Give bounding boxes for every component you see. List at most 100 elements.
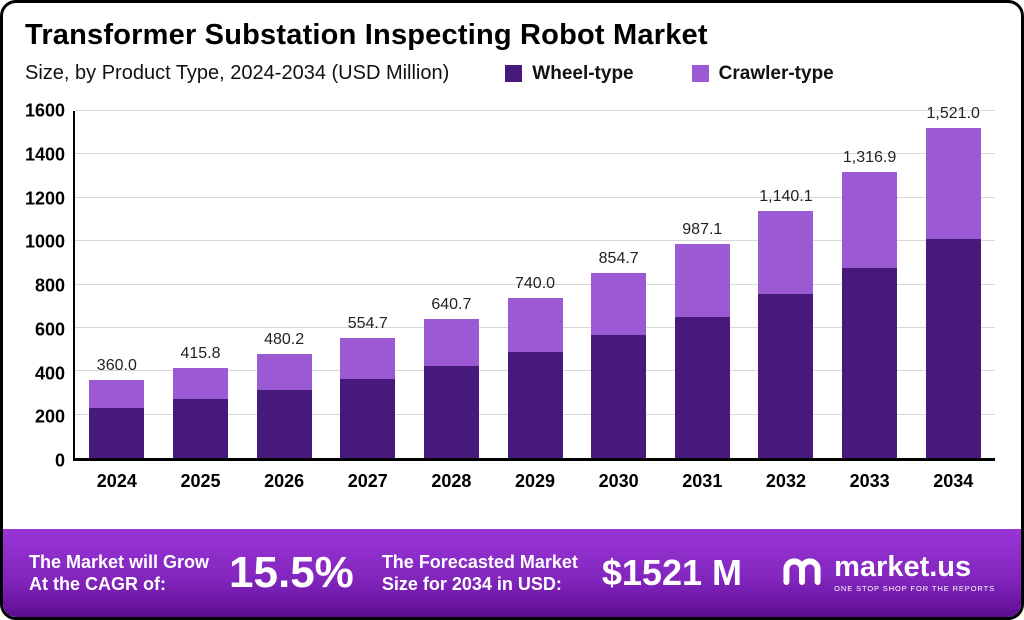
gridline xyxy=(75,240,995,242)
footer-banner: The Market will Grow At the CAGR of: 15.… xyxy=(3,529,1021,617)
bar-2026: 480.2 xyxy=(242,111,326,458)
x-tick-label: 2025 xyxy=(180,471,221,491)
x-tick-label: 2032 xyxy=(765,471,806,491)
bar-2028: 640.7 xyxy=(410,111,494,458)
bar-total-label: 415.8 xyxy=(180,344,221,362)
bar-stack xyxy=(674,243,730,458)
bar-total-label: 480.2 xyxy=(264,330,305,348)
subtitle-row: Size, by Product Type, 2024-2034 (USD Mi… xyxy=(25,62,997,85)
bar-2032: 1,140.1 xyxy=(744,111,828,458)
y-tick-label: 400 xyxy=(34,363,65,383)
legend-item-wheel-type: Wheel-type xyxy=(505,62,634,85)
bar-stack xyxy=(758,210,814,458)
y-tick-label: 800 xyxy=(34,275,65,296)
bar-total-label: 1,316.9 xyxy=(842,149,897,167)
legend-item-crawler-type: Crawler-type xyxy=(691,62,834,85)
bar-2027: 554.7 xyxy=(326,111,410,458)
gridline xyxy=(75,283,995,285)
legend-label: Crawler-type xyxy=(718,62,834,84)
bar-total-label: 360.0 xyxy=(96,356,137,374)
bar-stack xyxy=(172,367,228,458)
bar-segment-crawler-type xyxy=(340,337,396,379)
y-tick-label: 0 xyxy=(54,450,65,471)
brand-tagline: ONE STOP SHOP FOR THE REPORTS xyxy=(834,584,995,594)
bar-segment-wheel-type xyxy=(256,389,312,458)
forecast-value: $1521 M xyxy=(601,552,742,593)
bar-stack xyxy=(842,172,898,458)
bar-2030: 854.7 xyxy=(577,111,661,458)
y-tick-label: 1400 xyxy=(24,144,65,165)
forecast-label: The Forecasted Market Size for 2034 in U… xyxy=(382,551,578,596)
bar-stack xyxy=(507,297,563,458)
bar-total-label: 740.0 xyxy=(515,274,556,292)
bar-segment-crawler-type xyxy=(674,243,730,318)
x-tick-label: 2033 xyxy=(849,471,890,491)
bar-segment-crawler-type xyxy=(256,353,312,390)
y-axis: 1600 1400 1200 1000 800 600 400 200 0 xyxy=(17,101,73,471)
x-tick-label: 2029 xyxy=(515,471,556,491)
bar-stack xyxy=(423,319,479,458)
marketus-logo-icon xyxy=(780,549,824,598)
bar-stack xyxy=(340,337,396,458)
cagr-label-line2: At the CAGR of: xyxy=(29,574,166,594)
bar-segment-wheel-type xyxy=(591,335,647,458)
bar-stack xyxy=(591,272,647,458)
y-tick-label: 1600 xyxy=(24,100,65,121)
bars-container: 360.0 415.8 480.2 554.7 640.7 740.0 854.7 987.1… xyxy=(75,105,995,458)
bar-segment-wheel-type xyxy=(340,378,396,458)
cagr-label: The Market will Grow At the CAGR of: xyxy=(29,551,209,596)
bar-total-label: 640.7 xyxy=(431,296,472,314)
bar-segment-wheel-type xyxy=(925,238,981,458)
legend-swatch xyxy=(505,65,523,82)
bar-segment-wheel-type xyxy=(758,294,814,458)
chart-subtitle: Size, by Product Type, 2024-2034 (USD Mi… xyxy=(25,62,450,84)
bar-total-label: 1,140.1 xyxy=(759,187,813,205)
bar-segment-crawler-type xyxy=(507,297,563,352)
bar-2033: 1,316.9 xyxy=(828,111,912,458)
x-tick-label: 2031 xyxy=(682,471,723,491)
gridline xyxy=(75,110,995,111)
x-axis: 2024 2025 2026 2027 2028 2029 2030 2031 2032 2033… xyxy=(75,471,995,492)
bar-segment-wheel-type xyxy=(507,351,563,458)
bar-2031: 987.1 xyxy=(660,111,744,458)
bar-segment-crawler-type xyxy=(591,272,647,336)
chart-area: 1600 1400 1200 1000 800 600 400 200 0 360.0 415.8… xyxy=(17,101,995,471)
bar-2024: 360.0 xyxy=(75,111,159,458)
chart-title: Transformer Substation Inspecting Robot … xyxy=(25,19,708,51)
bar-stack xyxy=(89,379,145,458)
brand-block: market.us ONE STOP SHOP FOR THE REPORTS xyxy=(780,549,995,598)
y-tick-label: 200 xyxy=(34,406,65,427)
chart-legend: Wheel-type Crawler-type xyxy=(505,62,834,85)
bar-segment-wheel-type xyxy=(89,408,145,458)
plot-area: 360.0 415.8 480.2 554.7 640.7 740.0 854.7 987.1… xyxy=(73,105,995,461)
gridline xyxy=(75,196,995,198)
legend-label: Wheel-type xyxy=(532,62,634,84)
bar-segment-wheel-type xyxy=(423,365,479,458)
cagr-label-line1: The Market will Grow xyxy=(29,551,210,572)
y-tick-label: 600 xyxy=(34,319,65,340)
x-tick-label: 2026 xyxy=(264,471,305,491)
y-tick-label: 1000 xyxy=(24,231,65,252)
x-tick-label: 2034 xyxy=(933,471,974,491)
gridline xyxy=(75,153,995,155)
forecast-label-line1: The Forecasted Market xyxy=(381,551,578,572)
bar-segment-crawler-type xyxy=(925,128,981,239)
x-tick-label: 2024 xyxy=(96,471,137,491)
bar-stack xyxy=(925,128,981,458)
cagr-value: 15.5% xyxy=(229,548,354,597)
bar-total-label: 854.7 xyxy=(598,249,639,267)
legend-swatch xyxy=(691,65,709,82)
x-tick-label: 2030 xyxy=(598,471,639,491)
bar-total-label: 554.7 xyxy=(347,314,388,332)
chart-header: Transformer Substation Inspecting Robot … xyxy=(3,3,1021,85)
y-tick-label: 1200 xyxy=(24,188,65,208)
bar-segment-crawler-type xyxy=(89,379,145,409)
x-tick-label: 2027 xyxy=(347,471,388,491)
bar-segment-wheel-type xyxy=(172,399,228,458)
bar-2029: 740.0 xyxy=(493,111,577,458)
bar-segment-crawler-type xyxy=(842,172,898,269)
bar-stack xyxy=(256,353,312,458)
bar-segment-crawler-type xyxy=(423,319,479,366)
bar-segment-wheel-type xyxy=(842,268,898,458)
